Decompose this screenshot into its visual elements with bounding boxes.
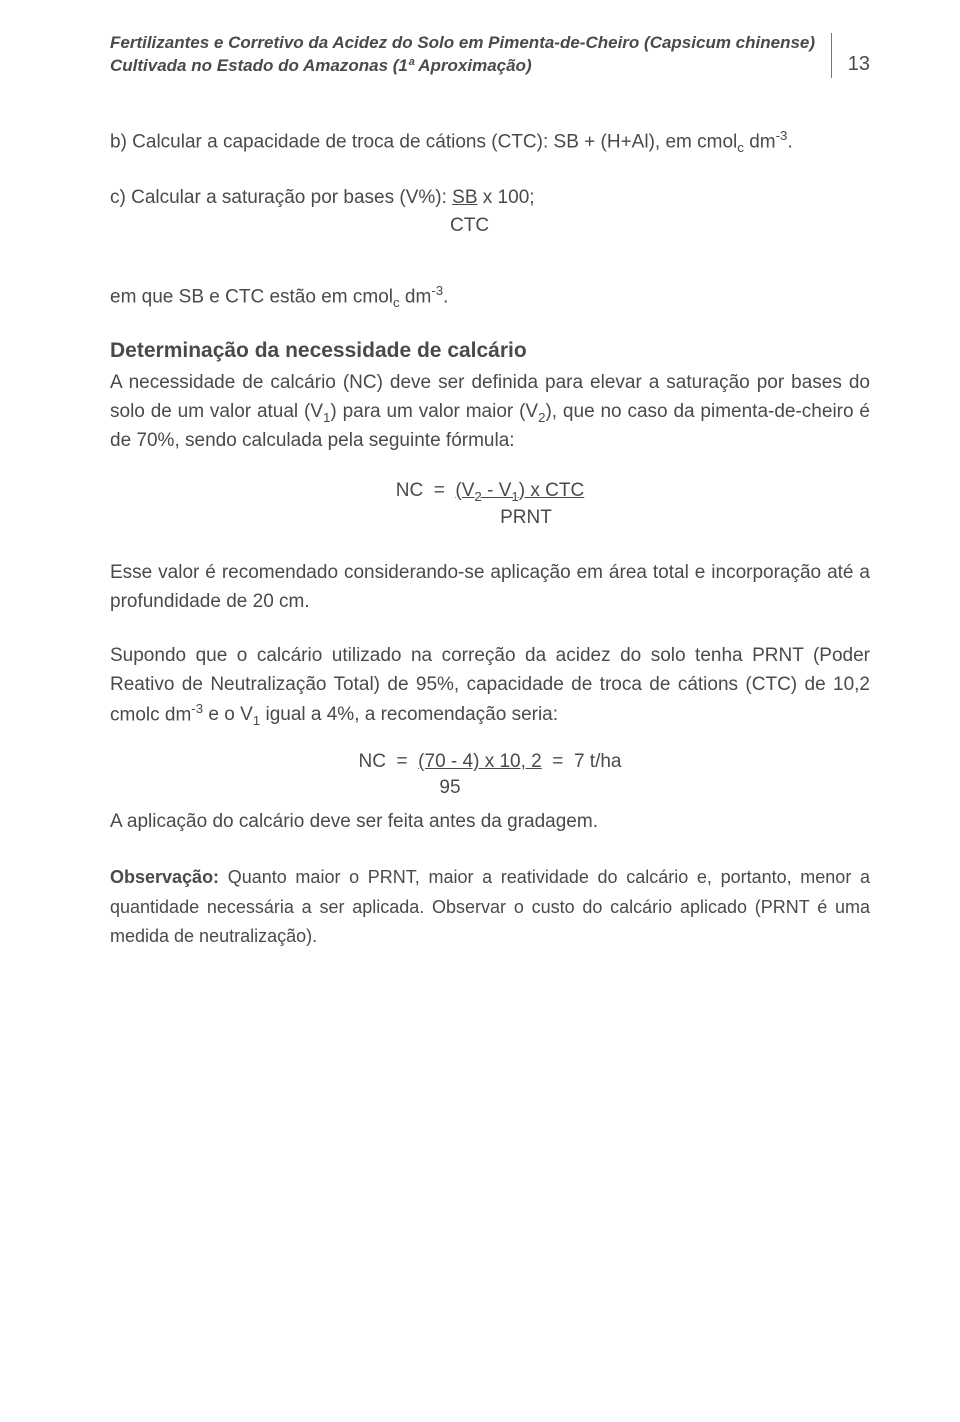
page-header: Fertilizantes e Corretivo da Acidez do S… — [110, 32, 870, 78]
text: b) Calcular a capacidade de troca de cát… — [110, 131, 737, 152]
fraction-numerator: (V2 - V1) x CTC — [455, 480, 584, 501]
paragraph-aplicacao: A aplicação do calcário deve ser feita a… — [110, 808, 870, 837]
text: . — [787, 131, 792, 152]
running-title: Fertilizantes e Corretivo da Acidez do S… — [110, 32, 831, 78]
superscript: -3 — [776, 128, 788, 143]
text: = 7 t/ha — [542, 751, 622, 772]
section-heading: Determinação da necessidade de calcário — [110, 339, 870, 363]
paragraph-b: b) Calcular a capacidade de troca de cát… — [110, 126, 870, 158]
subscript: c — [737, 140, 744, 155]
paragraph-nc: A necessidade de calcário (NC) deve ser … — [110, 369, 870, 456]
formula-line1: NC = (V2 - V1) x CTC — [110, 478, 870, 506]
formula-example: NC = (70 - 4) x 10, 2 = 7 t/ha 95 — [110, 749, 870, 800]
text: NC = — [396, 480, 456, 501]
formula-line1: NC = (70 - 4) x 10, 2 = 7 t/ha — [110, 749, 870, 775]
paragraph-emque: em que SB e CTC estão em cmolc dm-3. — [110, 281, 870, 313]
text: Quanto maior o PRNT, maior a reatividade… — [110, 867, 870, 946]
paragraph-supondo: Supondo que o calcário utilizado na corr… — [110, 642, 870, 731]
text: c) Calcular a saturação por bases (V%): — [110, 187, 452, 208]
subscript: c — [393, 295, 400, 310]
superscript: -3 — [191, 701, 203, 716]
fraction-numerator: SB — [452, 187, 477, 208]
text: x 100; — [478, 187, 535, 208]
text: NC = — [359, 751, 419, 772]
text: ) para um valor maior (V — [330, 401, 538, 422]
text: dm — [744, 131, 776, 152]
superscript: -3 — [431, 283, 443, 298]
observation-label: Observação: — [110, 867, 219, 887]
page-number: 13 — [831, 33, 870, 78]
text: e o V1 igual a 4%, a recomendação seria: — [203, 704, 558, 725]
fraction-denominator: 95 — [110, 775, 790, 801]
document-page: Fertilizantes e Corretivo da Acidez do S… — [0, 0, 960, 1018]
fraction-denominator: PRNT — [182, 505, 870, 531]
formula-nc: NC = (V2 - V1) x CTC PRNT — [110, 478, 870, 531]
paragraph-c: c) Calcular a saturação por bases (V%): … — [110, 184, 870, 241]
text: em que SB e CTC estão em cmol — [110, 286, 393, 307]
fraction-denominator: CTC — [450, 212, 489, 241]
text: . — [443, 286, 448, 307]
fraction-numerator: (70 - 4) x 10, 2 — [418, 751, 542, 772]
paragraph-esse: Esse valor é recomendado considerando-se… — [110, 559, 870, 616]
paragraph-observacao: Observação: Quanto maior o PRNT, maior a… — [110, 863, 870, 952]
text: dm — [400, 286, 432, 307]
